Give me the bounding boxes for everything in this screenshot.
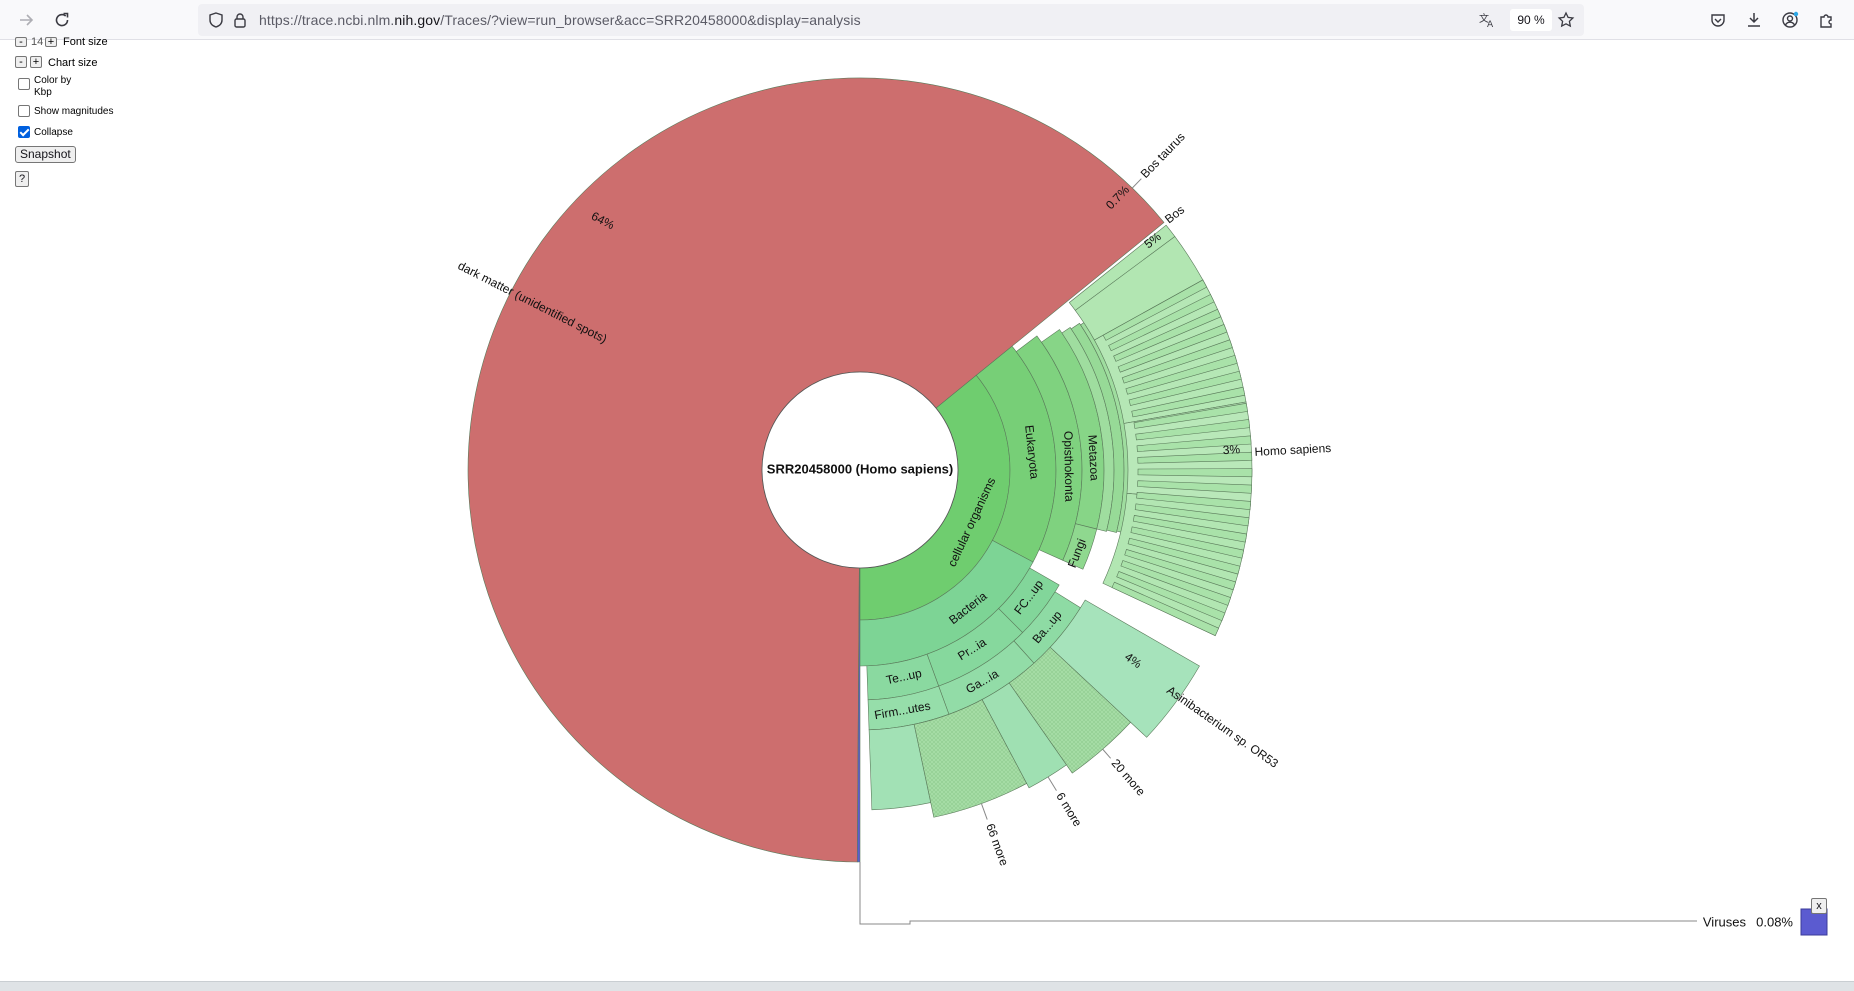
chart-size-label: Chart size — [48, 57, 98, 69]
slice-minor-leaf[interactable] — [1102, 279, 1208, 341]
browser-toolbar: https://trace.ncbi.nlm.nih.gov/Traces/?v… — [0, 0, 1854, 40]
slice-minor-leaf[interactable] — [1116, 571, 1226, 622]
label-66-more: 66 more — [983, 822, 1011, 868]
svg-text:文: 文 — [1479, 12, 1489, 25]
pocket-icon[interactable] — [1704, 6, 1732, 34]
slice-minor-leaf[interactable] — [1127, 537, 1241, 575]
font-size-label: Font size — [63, 36, 108, 48]
label-20-more: 20 more — [1109, 756, 1149, 799]
color-by-label: Color by — [34, 75, 72, 86]
label-homo-sapiens: Homo sapiens — [1254, 441, 1331, 459]
slice-minor-leaf[interactable] — [1132, 515, 1248, 543]
url-text[interactable]: https://trace.ncbi.nlm.nih.gov/Traces/?v… — [259, 12, 861, 28]
url-bar[interactable]: https://trace.ncbi.nlm.nih.gov/Traces/?v… — [198, 4, 1584, 36]
slice-fungi[interactable] — [1062, 523, 1098, 570]
slice-minor-leaf[interactable] — [1113, 308, 1222, 362]
leader-bos-taurus — [1131, 178, 1142, 189]
viruses-key-percent: 0.08% — [1756, 914, 1793, 929]
show-magnitudes-checkbox[interactable] — [18, 105, 30, 117]
slice-minor-leaf[interactable] — [1137, 451, 1253, 464]
slice-minor-leaf[interactable] — [1135, 419, 1251, 441]
svg-text:A: A — [1487, 20, 1494, 29]
label-opisthokonta: Opisthokonta — [1061, 431, 1076, 502]
slice-minor-leaf[interactable] — [1134, 503, 1250, 527]
color-by-kbp-label: Kbp — [34, 87, 52, 98]
shield-icon[interactable] — [202, 6, 230, 34]
slice-minor-leaf[interactable] — [1111, 581, 1220, 637]
font-size-value: 14 — [31, 36, 44, 48]
slice-minor-leaf[interactable] — [1133, 402, 1248, 429]
leader-viruses — [859, 862, 1697, 925]
slice-minor-leaf[interactable] — [1120, 560, 1232, 606]
label-bos-taurus: Bos taurus — [1138, 130, 1188, 181]
close-key-button[interactable]: x — [1811, 898, 1827, 914]
viruses-key-label: Viruses — [1703, 914, 1747, 929]
show-magnitudes-label: Show magnitudes — [34, 106, 114, 117]
label-bos: Bos — [1162, 203, 1187, 227]
slice-minor-leaf[interactable] — [1124, 549, 1237, 591]
leader-6-more — [1047, 776, 1057, 791]
slice-minor-leaf[interactable] — [1108, 294, 1215, 352]
center-label: SRR20458000 (Homo sapiens) — [767, 461, 953, 476]
slice-bacteria-leaf[interactable] — [868, 723, 932, 811]
slice-minor-leaf[interactable] — [1128, 370, 1242, 406]
forward-icon[interactable] — [12, 6, 40, 34]
label-6-more: 6 more — [1053, 790, 1085, 829]
leader-20-more — [1102, 748, 1111, 759]
reload-icon[interactable] — [48, 6, 76, 34]
collapse-checkbox[interactable] — [18, 126, 30, 138]
slice-minor-leaf[interactable] — [1136, 491, 1252, 510]
chart-size-increase-button[interactable]: + — [30, 56, 42, 68]
chart-size-decrease-button[interactable]: - — [15, 56, 27, 68]
slice-minor-leaf[interactable] — [1117, 324, 1228, 373]
extensions-icon[interactable] — [1812, 6, 1840, 34]
slice-minor-leaf[interactable] — [1125, 355, 1238, 395]
font-size-decrease-button[interactable]: - — [15, 37, 27, 48]
label-eukaryota: Eukaryota — [1022, 424, 1042, 480]
label-metazoa: Metazoa — [1085, 434, 1101, 481]
collapse-label: Collapse — [34, 127, 73, 138]
snapshot-button[interactable]: Snapshot — [15, 146, 76, 163]
slice-minor-leaf[interactable] — [1130, 526, 1245, 559]
account-icon[interactable] — [1776, 6, 1804, 34]
slice-minor-leaf[interactable] — [1137, 468, 1253, 478]
color-by-kbp-checkbox[interactable] — [18, 78, 30, 90]
slice-minor-leaf[interactable] — [1136, 435, 1252, 452]
label-asinibacterium: Asinibacterium sp. OR53 — [1164, 683, 1281, 771]
zoom-level-badge[interactable]: 90 % — [1510, 9, 1552, 31]
slice-minor-leaf[interactable] — [1137, 480, 1253, 494]
download-icon[interactable] — [1740, 6, 1768, 34]
status-strip — [0, 981, 1854, 991]
slice-minor-leaf[interactable] — [1121, 339, 1233, 384]
lock-icon[interactable] — [226, 6, 254, 34]
sunburst-center[interactable] — [761, 371, 959, 569]
leader-66-more — [980, 803, 988, 820]
label-homo-sapiens-pct: 3% — [1222, 442, 1240, 457]
help-button[interactable]: ? — [15, 171, 29, 187]
slice-minor-leaf[interactable] — [1131, 386, 1246, 418]
star-icon[interactable] — [1552, 6, 1580, 34]
sunburst-chart: SRR20458000 (Homo sapiens)dark matter (u… — [456, 77, 1828, 936]
font-size-increase-button[interactable]: + — [45, 37, 57, 48]
